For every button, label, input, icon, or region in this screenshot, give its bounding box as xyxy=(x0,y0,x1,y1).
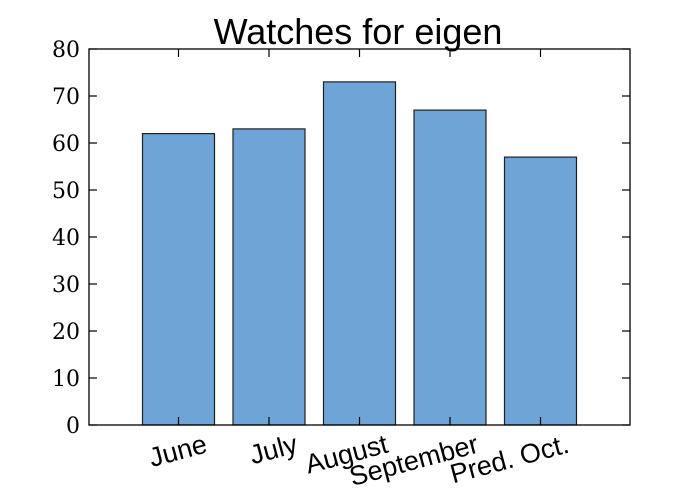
bar-september xyxy=(413,109,487,426)
y-tick-label: 10 xyxy=(52,367,80,392)
bar-august xyxy=(322,81,397,426)
bar-pred-oct xyxy=(503,156,578,426)
y-tick-label: 0 xyxy=(66,414,80,439)
y-tick-label: 70 xyxy=(52,85,80,110)
y-tick-label: 60 xyxy=(52,132,80,157)
x-tick-label: July xyxy=(246,429,301,471)
chart-title: Watches for eigen xyxy=(214,11,503,52)
plot-frame xyxy=(88,48,631,426)
x-axis-ticks xyxy=(177,49,542,425)
y-tick-label: 40 xyxy=(52,226,80,251)
y-tick-label: 20 xyxy=(52,320,80,345)
bar-july xyxy=(232,128,306,426)
y-tick-label: 50 xyxy=(52,179,80,204)
y-tick-label: 30 xyxy=(52,273,80,298)
bar-june xyxy=(141,133,216,426)
x-tick-label: June xyxy=(146,429,210,473)
y-axis-tick-labels: 0 10 20 30 40 50 60 70 80 xyxy=(52,38,80,439)
y-tick-label: 80 xyxy=(52,38,80,63)
bars-group xyxy=(141,81,578,426)
